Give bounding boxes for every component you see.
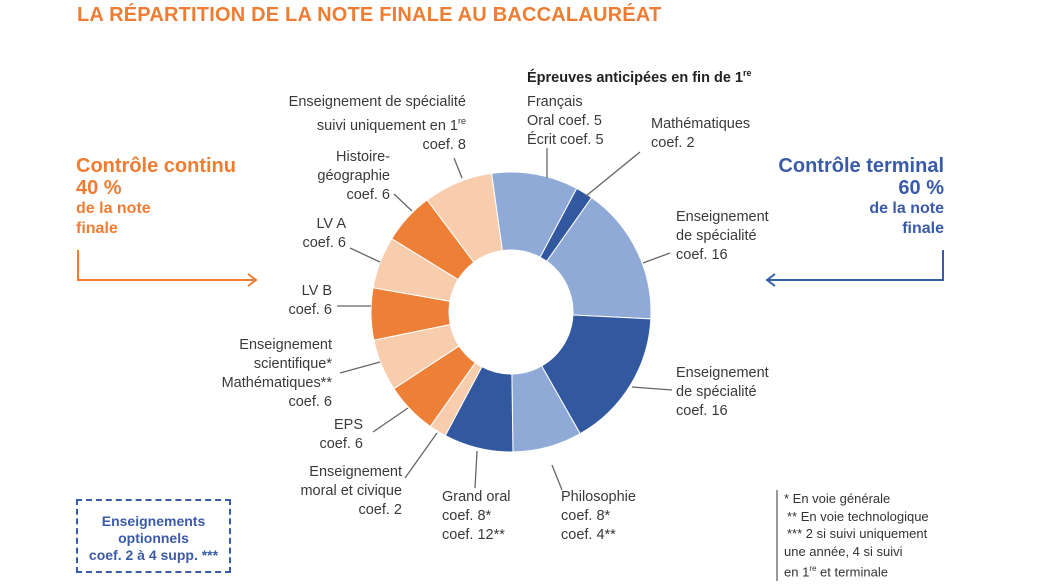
controle-terminal-percent: 60 % [898, 177, 944, 199]
label-specialite-1: Enseignement de spécialité coef. 16 [676, 208, 769, 265]
box-line: Enseignements [101, 513, 206, 529]
footnote: *** 2 si suivi uniquement [787, 526, 928, 541]
controle-terminal-heading: Contrôle terminal [778, 155, 944, 177]
label-lva: LV A coef. 6 [302, 215, 346, 253]
donut-segment-3 [540, 314, 652, 435]
footnote: * En voie générale [784, 491, 891, 506]
label-line: Enseignement de spécialité [288, 94, 466, 110]
label-histoire-geographie: Histoire- géographie coef. 6 [317, 148, 390, 205]
label-eps: EPS coef. 6 [319, 416, 363, 454]
label-line: Français [527, 94, 583, 110]
footnote-text: et terminale [816, 564, 888, 580]
page-title: LA RÉPARTITION DE LA NOTE FINALE AU BACC… [77, 4, 662, 26]
label-line: LV A [316, 216, 346, 232]
footnotes: * En voie générale ** En voie technologi… [776, 490, 929, 581]
controle-continu-sub2: finale [76, 220, 118, 237]
label-line: coef. 8 [422, 136, 466, 153]
label-line: coef. 2 [358, 502, 402, 518]
label-line: Enseignement [676, 365, 769, 381]
label-line: géographie [317, 168, 390, 184]
anticipated-heading: Épreuves anticipées en fin de 1re [527, 64, 752, 88]
controle-continu-percent: 40 % [76, 177, 122, 199]
label-line: coef. 6 [319, 436, 363, 452]
label-line: scientifique* [253, 356, 332, 372]
label-line: Histoire- [336, 149, 390, 165]
label-line: LV B [301, 283, 332, 299]
box-line: coef. 2 à 4 supp. *** [88, 547, 219, 563]
label-specialite-1re: Enseignement de spécialité suivi uniquem… [289, 93, 466, 155]
label-line: coef. 4** [561, 527, 616, 543]
label-line: moral et civique [300, 483, 402, 499]
label-line: Grand oral [442, 489, 511, 505]
controle-terminal-sub2: finale [902, 220, 944, 237]
label-line: Écrit coef. 5 [527, 132, 604, 148]
label-enseignement-scientifique: Enseignement scientifique* Mathématiques… [222, 336, 332, 412]
footnote: en 1re et terminale [784, 560, 929, 581]
label-line: coef. 12** [442, 527, 505, 543]
footnote: une année, 4 si suivi [784, 543, 903, 559]
footnote: ** En voie technologique [787, 508, 929, 524]
controle-terminal: Contrôle terminal 60 % de la note finale [778, 155, 944, 239]
label-lvb: LV B coef. 6 [288, 282, 332, 320]
label-line: suivi uniquement en 1re [289, 112, 466, 136]
controle-continu: Contrôle continu 40 % de la note finale [76, 155, 236, 239]
label-line: coef. 16 [676, 247, 728, 263]
footnote-sup: re [809, 564, 817, 573]
donut-segment-2 [546, 196, 652, 320]
label-line: coef. 8* [561, 508, 611, 524]
label-line: coef. 2 [651, 135, 695, 151]
label-line: Mathématiques [651, 116, 751, 132]
label-line: EPS [333, 417, 363, 433]
label-line: Oral coef. 5 [527, 113, 602, 129]
label-sup: re [457, 116, 466, 126]
label-line: Enseignement [309, 464, 402, 480]
label-line: coef. 6 [288, 302, 332, 318]
controle-terminal-sub1: de la note [869, 200, 944, 217]
left-arrow [77, 250, 258, 287]
label-specialite-2: Enseignement de spécialité coef. 16 [676, 364, 769, 421]
footnote-text: en 1 [784, 564, 810, 580]
label-line: coef. 6 [346, 187, 390, 203]
label-line: de spécialité [676, 384, 757, 400]
label-line: de spécialité [676, 228, 757, 244]
controle-continu-heading: Contrôle continu [76, 155, 236, 177]
anticipated-heading-text: Épreuves anticipées en fin de 1 [527, 69, 743, 86]
optional-courses-box: Enseignements optionnels coef. 2 à 4 sup… [76, 499, 231, 573]
label-emc: Enseignement moral et civique coef. 2 [300, 463, 402, 520]
donut-segment-12 [426, 172, 503, 264]
label-line: coef. 16 [676, 403, 728, 419]
label-line: coef. 6 [288, 394, 332, 410]
label-francais: Français Oral coef. 5 Écrit coef. 5 [527, 93, 604, 150]
label-line: Enseignement [239, 337, 332, 353]
label-maths: Mathématiques coef. 2 [651, 115, 750, 153]
label-line: Philosophie [561, 489, 636, 505]
label-line: Mathématiques** [221, 375, 332, 391]
label-text: suivi uniquement en 1 [316, 117, 458, 134]
label-line: Enseignement [676, 209, 769, 225]
label-line: coef. 8* [442, 508, 492, 524]
label-line: coef. 6 [302, 235, 346, 251]
anticipated-sup: re [742, 68, 752, 78]
label-grand-oral: Grand oral coef. 8* coef. 12** [442, 488, 511, 545]
controle-continu-sub1: de la note [76, 200, 151, 217]
box-line: optionnels [118, 530, 189, 546]
leader-lines [337, 148, 673, 491]
right-arrow [765, 250, 944, 287]
label-philosophie: Philosophie coef. 8* coef. 4** [561, 488, 636, 545]
